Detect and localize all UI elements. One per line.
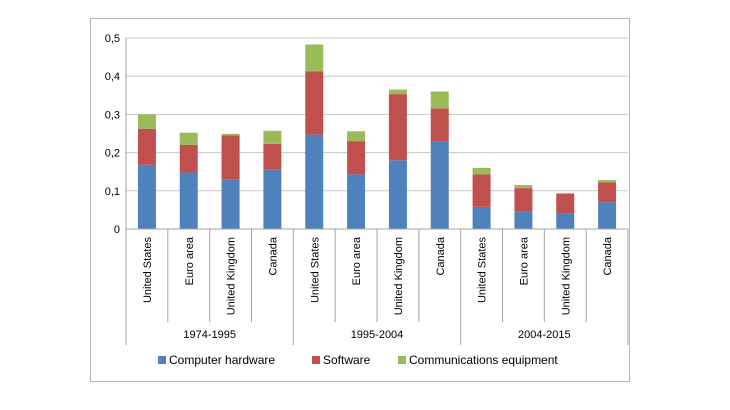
bar-segment (137, 164, 156, 229)
bar-segment (263, 143, 282, 170)
bar-segment (347, 174, 366, 229)
bar-segment (263, 130, 282, 144)
x-category-label: United Kingdom (560, 237, 572, 315)
legend-label: Software (323, 353, 371, 367)
bar-segment (221, 133, 240, 136)
bar-segment (305, 134, 324, 229)
x-category-label: Euro area (351, 236, 363, 285)
bar-segment (179, 132, 198, 145)
bars (137, 44, 617, 229)
bar-segment (388, 160, 407, 229)
bar-segment (472, 206, 491, 229)
bar-segment (305, 71, 324, 135)
x-category-label: Canada (267, 236, 279, 275)
y-tick-label: 0,1 (105, 186, 120, 198)
axes: 0 0,1 0,2 0,3 0,4 0,5 United States Euro area Un… (105, 33, 629, 345)
y-tick-label: 0,3 (105, 109, 120, 121)
x-category-label: United States (477, 237, 489, 304)
x-category-label: United Kingdom (226, 237, 238, 315)
x-group-label: 1974-1995 (183, 329, 236, 341)
bar-segment (263, 169, 282, 229)
bar-segment (472, 167, 491, 175)
legend-label: Computer hardware (169, 353, 275, 367)
bar-segment (388, 94, 407, 161)
gridlines (126, 37, 628, 192)
bar-segment (598, 182, 617, 203)
x-category-label: United States (309, 237, 321, 304)
legend-item: Computer hardware (158, 353, 275, 367)
legend-label: Communications equipment (409, 353, 558, 367)
x-category-label: Euro area (518, 236, 530, 285)
x-group-label: 1995-2004 (351, 329, 404, 341)
bar-segment (556, 193, 575, 194)
bar-segment (305, 44, 324, 72)
legend-item: Communications equipment (398, 353, 558, 367)
legend-swatch (312, 356, 320, 364)
x-category-label: United Kingdom (393, 237, 405, 315)
bar-segment (347, 141, 366, 175)
bar-segment (179, 172, 198, 229)
legend: Computer hardware Software Communications … (158, 353, 558, 367)
bar-segment (347, 131, 366, 142)
bar-segment (514, 211, 533, 229)
y-tick-label: 0 (114, 224, 120, 236)
x-category-label: United States (142, 237, 154, 304)
y-tick-label: 0,4 (105, 71, 120, 83)
y-tick-label: 0,5 (105, 33, 120, 45)
legend-swatch (158, 356, 166, 364)
bar-segment (556, 213, 575, 229)
y-tick-label: 0,2 (105, 148, 120, 160)
bar-segment (388, 89, 407, 95)
bar-segment (430, 91, 449, 109)
bar-segment (430, 141, 449, 229)
bar-segment (598, 180, 617, 183)
bar-segment (472, 174, 491, 207)
x-category-label: Euro area (184, 236, 196, 285)
bar-segment (556, 193, 575, 214)
legend-swatch (398, 356, 406, 364)
bar-segment (137, 128, 156, 165)
x-category-label: Canada (435, 236, 447, 275)
legend-item: Software (312, 353, 371, 367)
bar-segment (221, 179, 240, 229)
bar-segment (430, 108, 449, 142)
bar-segment (514, 185, 533, 189)
bar-segment (221, 135, 240, 180)
x-group-label: 2004-2015 (518, 329, 571, 341)
bar-segment (137, 114, 156, 129)
bar-segment (179, 144, 198, 173)
x-category-label: Canada (602, 236, 614, 275)
bar-segment (598, 202, 617, 229)
bar-segment (514, 188, 533, 212)
